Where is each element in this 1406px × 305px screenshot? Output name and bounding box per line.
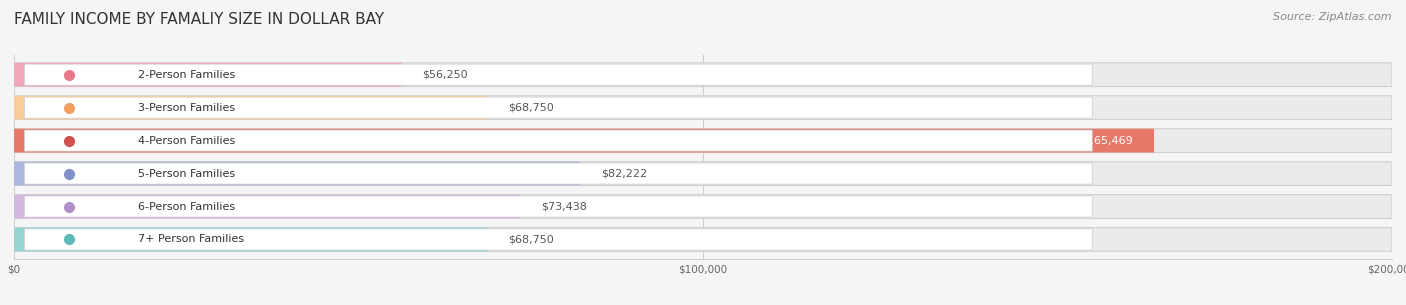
FancyBboxPatch shape <box>24 229 1092 250</box>
FancyBboxPatch shape <box>24 196 1092 217</box>
Text: Source: ZipAtlas.com: Source: ZipAtlas.com <box>1274 12 1392 22</box>
Text: 3-Person Families: 3-Person Families <box>138 103 235 113</box>
Text: FAMILY INCOME BY FAMALIY SIZE IN DOLLAR BAY: FAMILY INCOME BY FAMALIY SIZE IN DOLLAR … <box>14 12 384 27</box>
FancyBboxPatch shape <box>24 64 1092 85</box>
Text: $73,438: $73,438 <box>541 202 586 211</box>
FancyBboxPatch shape <box>14 129 1392 152</box>
FancyBboxPatch shape <box>24 97 1092 118</box>
Text: $56,250: $56,250 <box>422 70 468 80</box>
FancyBboxPatch shape <box>14 228 1392 251</box>
FancyBboxPatch shape <box>14 228 488 251</box>
Text: $82,222: $82,222 <box>602 169 647 178</box>
FancyBboxPatch shape <box>24 130 1092 151</box>
FancyBboxPatch shape <box>14 129 1154 152</box>
FancyBboxPatch shape <box>14 195 1392 218</box>
Text: 5-Person Families: 5-Person Families <box>138 169 235 178</box>
Text: $68,750: $68,750 <box>509 235 554 245</box>
FancyBboxPatch shape <box>14 162 1392 185</box>
Text: 2-Person Families: 2-Person Families <box>138 70 235 80</box>
Text: $68,750: $68,750 <box>509 103 554 113</box>
Text: 6-Person Families: 6-Person Families <box>138 202 235 211</box>
FancyBboxPatch shape <box>14 195 520 218</box>
FancyBboxPatch shape <box>14 162 581 185</box>
Text: 4-Person Families: 4-Person Families <box>138 136 235 145</box>
Text: 7+ Person Families: 7+ Person Families <box>138 235 245 245</box>
FancyBboxPatch shape <box>14 63 402 87</box>
FancyBboxPatch shape <box>14 96 488 120</box>
FancyBboxPatch shape <box>14 96 1392 120</box>
FancyBboxPatch shape <box>14 63 1392 87</box>
Text: $165,469: $165,469 <box>1081 136 1133 145</box>
FancyBboxPatch shape <box>24 163 1092 184</box>
